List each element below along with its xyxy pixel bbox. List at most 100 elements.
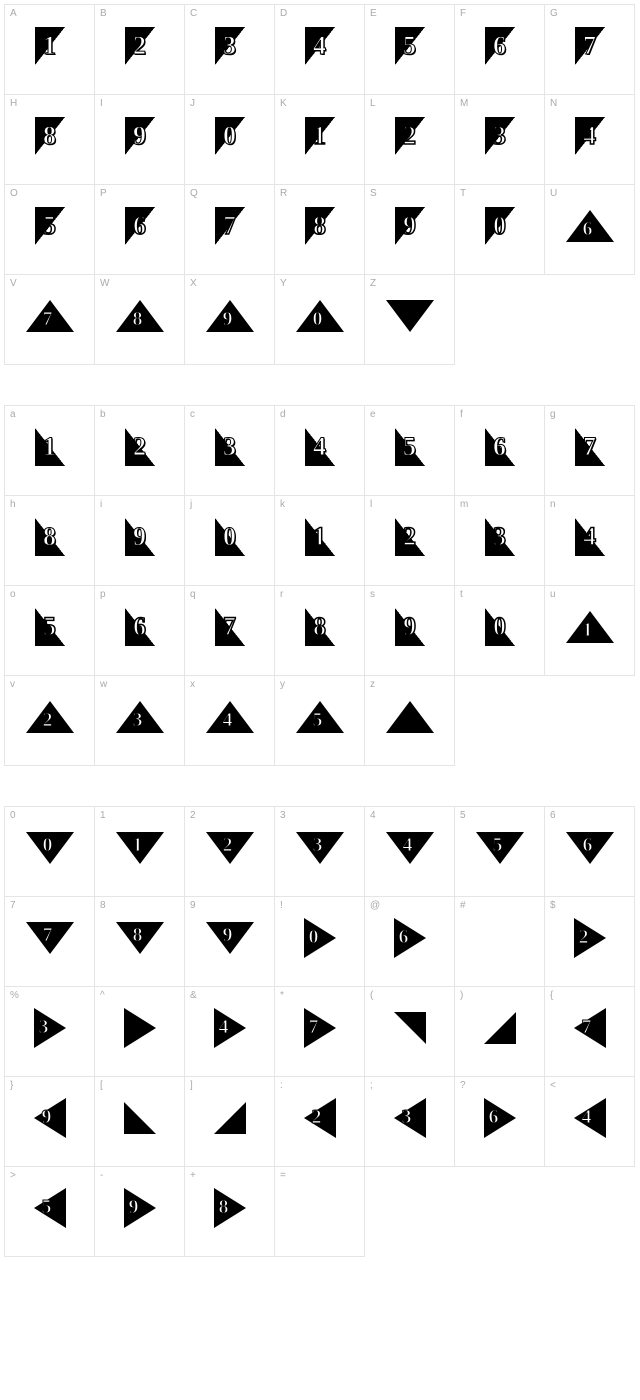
glyph-container <box>388 294 432 338</box>
glyph-container: 4 <box>388 826 432 870</box>
triangle-shape: 3 <box>296 832 344 864</box>
char-label: D <box>280 8 287 19</box>
triangle-shape: 6 <box>566 832 614 864</box>
glyph-container: 3 <box>298 826 342 870</box>
glyph-container: 1 <box>28 24 72 68</box>
glyph-digit: 9 <box>403 612 416 642</box>
glyph-digit: 9 <box>403 211 416 241</box>
glyph-digit: 8 <box>133 924 143 947</box>
flag-shape: 5 <box>395 428 425 466</box>
glyph-digit: 5 <box>403 31 416 61</box>
char-label: 6 <box>550 810 556 821</box>
flag-shape: 9 <box>395 207 425 245</box>
char-label: q <box>190 589 196 600</box>
flag-shape: 8 <box>305 207 335 245</box>
glyph-container: 9 <box>118 114 162 158</box>
glyph-digit: 1 <box>313 522 326 552</box>
flag-shape: 2 <box>395 117 425 155</box>
char-cell: ?6 <box>455 1077 545 1167</box>
char-label: 8 <box>100 900 106 911</box>
glyph-digit: 6 <box>583 218 593 241</box>
char-cell: h8 <box>5 496 95 586</box>
triangle-shape: 2 <box>304 1098 336 1138</box>
flag-shape: 8 <box>305 608 335 646</box>
glyph-container: 0 <box>478 605 522 649</box>
char-label: $ <box>550 900 556 911</box>
char-label: V <box>10 278 17 289</box>
char-cell: = <box>275 1167 365 1257</box>
char-label: } <box>10 1080 13 1091</box>
glyph-container: 6 <box>388 916 432 960</box>
glyph-digit: 4 <box>313 432 326 462</box>
char-label: Z <box>370 278 376 289</box>
glyph-container: 2 <box>298 1096 342 1140</box>
char-cell: c3 <box>185 406 275 496</box>
char-cell: b2 <box>95 406 185 496</box>
glyph-container: 8 <box>118 294 162 338</box>
glyph-digit: 6 <box>133 211 146 241</box>
triangle-shape <box>386 701 434 733</box>
char-cell: Z <box>365 275 455 365</box>
char-cell: W8 <box>95 275 185 365</box>
flag-shape: 5 <box>35 207 65 245</box>
glyph-digit: 3 <box>313 834 323 857</box>
char-cell: [ <box>95 1077 185 1167</box>
char-cell: N4 <box>545 95 635 185</box>
char-label: v <box>10 679 15 690</box>
char-cell: 77 <box>5 897 95 987</box>
triangle-shape: 2 <box>26 701 74 733</box>
glyph-container <box>478 1006 522 1050</box>
glyph-digit: 3 <box>223 432 236 462</box>
glyph-container: 9 <box>118 1186 162 1230</box>
flag-shape: 0 <box>215 518 245 556</box>
char-label: a <box>10 409 16 420</box>
glyph-container: 1 <box>298 515 342 559</box>
char-cell: y5 <box>275 676 365 766</box>
char-label: u <box>550 589 556 600</box>
glyph-digit: 0 <box>493 211 506 241</box>
glyph-container: 5 <box>28 605 72 649</box>
char-cell: 88 <box>95 897 185 987</box>
triangle-shape: 9 <box>206 300 254 332</box>
char-label: U <box>550 188 557 199</box>
char-cell: D4 <box>275 5 365 95</box>
char-cell: P6 <box>95 185 185 275</box>
glyph-digit: 3 <box>223 31 236 61</box>
char-cell: k1 <box>275 496 365 586</box>
glyph-digit: 1 <box>133 834 143 857</box>
flag-shape: 6 <box>485 27 515 65</box>
glyph-container <box>388 1006 432 1050</box>
char-cell: E5 <box>365 5 455 95</box>
char-label: Q <box>190 188 198 199</box>
char-label: f <box>460 409 463 420</box>
char-cell: T0 <box>455 185 545 275</box>
glyph-container: 8 <box>28 114 72 158</box>
glyph-digit: 7 <box>583 432 596 462</box>
char-cell: 66 <box>545 807 635 897</box>
char-label: F <box>460 8 466 19</box>
triangle-shape: 5 <box>34 1188 66 1228</box>
glyph-container: 0 <box>298 916 342 960</box>
triangle-shape: 4 <box>386 832 434 864</box>
triangle-shape <box>386 300 434 332</box>
char-label: E <box>370 8 377 19</box>
triangle-shape: 6 <box>484 1098 516 1138</box>
glyph-container: 7 <box>298 1006 342 1050</box>
char-label: J <box>190 98 195 109</box>
char-cell: j0 <box>185 496 275 586</box>
char-cell: 22 <box>185 807 275 897</box>
glyph-digit: 6 <box>493 31 506 61</box>
glyph-container: 0 <box>208 114 252 158</box>
char-label: I <box>100 98 103 109</box>
char-cell: *7 <box>275 987 365 1077</box>
glyph-digit: 7 <box>309 1016 319 1039</box>
flag-shape: 4 <box>305 428 335 466</box>
flag-shape: 4 <box>575 518 605 556</box>
char-label: ( <box>370 990 373 1001</box>
glyph-container: 9 <box>388 204 432 248</box>
glyph-digit: 9 <box>133 121 146 151</box>
glyph-digit: 5 <box>493 834 503 857</box>
char-cell: n4 <box>545 496 635 586</box>
glyph-container: 7 <box>28 294 72 338</box>
char-cell: X9 <box>185 275 275 365</box>
